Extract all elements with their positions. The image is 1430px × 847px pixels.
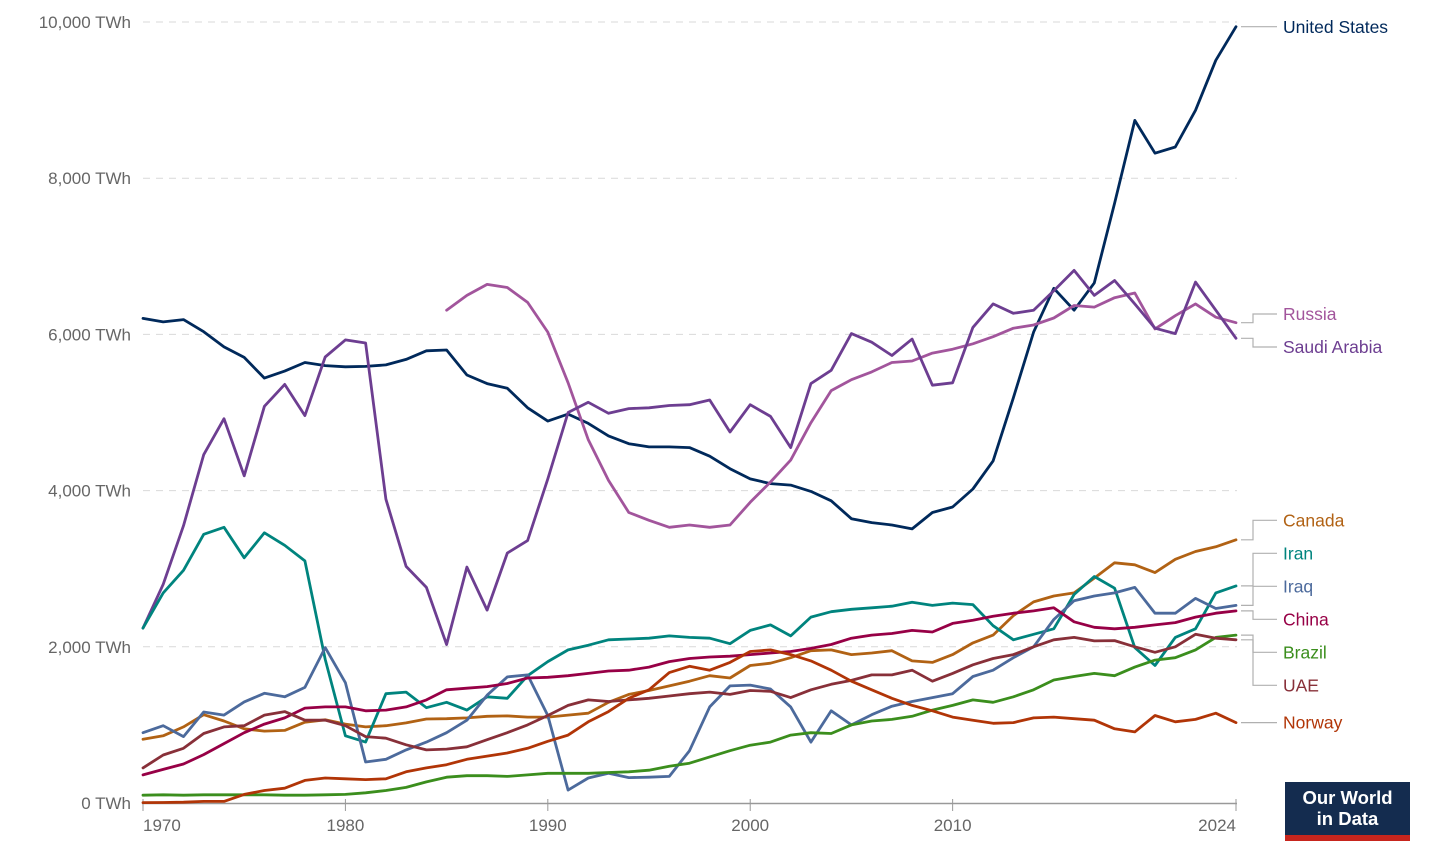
y-axis-tick-label: 6,000 TWh <box>48 325 131 344</box>
line-united-states[interactable] <box>141 25 1238 531</box>
line-china[interactable] <box>141 606 1238 777</box>
owid-logo: Our World in Data <box>1285 782 1410 841</box>
x-axis-tick-label: 2000 <box>731 816 769 835</box>
line-norway[interactable] <box>141 648 1238 804</box>
entity-label-brazil[interactable]: Brazil <box>1283 642 1327 662</box>
label-connector-china <box>1241 610 1277 620</box>
label-connector-russia <box>1241 313 1277 324</box>
y-axis-tick-label: 10,000 TWh <box>39 13 131 32</box>
owid-logo-line2: in Data <box>1316 807 1379 829</box>
entity-label-uae[interactable]: UAE <box>1283 675 1319 695</box>
y-axis-tick-label: 2,000 TWh <box>48 638 131 657</box>
label-connector-canada <box>1241 519 1277 541</box>
entity-label-norway[interactable]: Norway <box>1283 713 1343 733</box>
x-axis-tick-label: 1970 <box>143 816 181 835</box>
entity-label-canada[interactable]: Canada <box>1283 510 1345 530</box>
line-iran[interactable] <box>141 525 1238 744</box>
entity-label-saudi-arabia[interactable]: Saudi Arabia <box>1283 337 1383 357</box>
entity-label-iran[interactable]: Iran <box>1283 543 1313 563</box>
entity-label-russia[interactable]: Russia <box>1283 304 1337 324</box>
y-axis-tick-label: 4,000 TWh <box>48 482 131 501</box>
line-brazil[interactable] <box>141 633 1238 797</box>
entity-label-united-states[interactable]: United States <box>1283 17 1388 37</box>
y-axis-tick-label: 8,000 TWh <box>48 169 131 188</box>
label-connector-uae <box>1241 639 1277 686</box>
entity-label-china[interactable]: China <box>1283 609 1329 629</box>
x-axis-tick-label: 1990 <box>529 816 567 835</box>
y-axis-tick-label: 0 TWh <box>81 794 131 813</box>
line-russia[interactable] <box>445 282 1238 529</box>
x-axis-tick-label: 1980 <box>326 816 364 835</box>
x-axis-tick-label: 2010 <box>934 816 972 835</box>
label-connector-iran <box>1241 552 1277 587</box>
entity-label-iraq[interactable]: Iraq <box>1283 576 1313 596</box>
label-connector-saudi-arabia <box>1241 337 1277 348</box>
line-iraq[interactable] <box>141 586 1238 792</box>
x-axis-tick-label: 2024 <box>1198 816 1236 835</box>
owid-logo-line1: Our World <box>1302 786 1393 808</box>
label-connector-iraq <box>1241 585 1277 606</box>
line-uae[interactable] <box>141 632 1238 770</box>
label-connector-brazil <box>1241 634 1277 653</box>
line-saudi-arabia[interactable] <box>141 268 1238 646</box>
